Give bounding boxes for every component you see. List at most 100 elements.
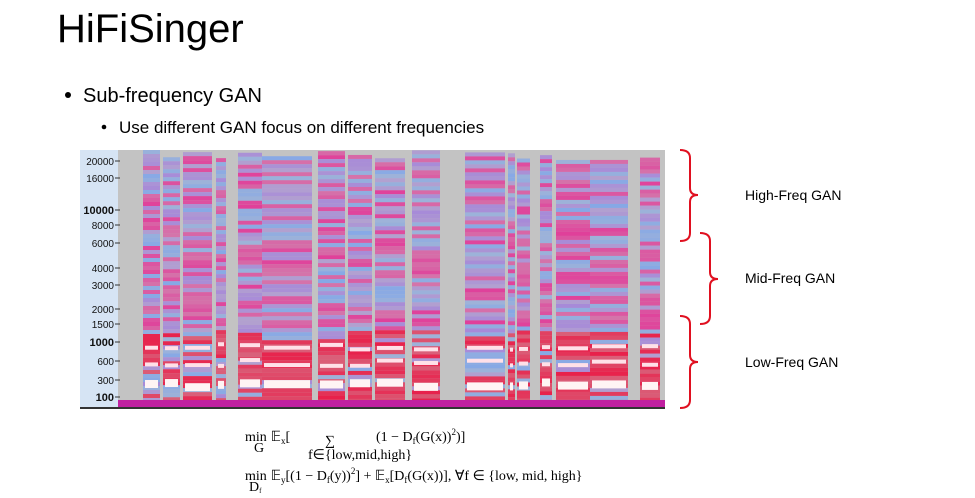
- spectrogram-cell: [556, 159, 590, 164]
- spectrogram-cell: [143, 214, 160, 219]
- spectrogram-cell: [318, 263, 345, 268]
- harmonic: [642, 362, 658, 367]
- spectrogram-cell: [163, 157, 180, 162]
- spectrogram-cell: [412, 202, 440, 207]
- spectrogram-cell: [262, 264, 312, 269]
- spectrogram-cell: [238, 372, 262, 377]
- spectrogram-cell: [262, 212, 312, 217]
- spectrogram-cell: [508, 229, 515, 234]
- spectrogram-cell: [262, 208, 312, 213]
- harmonic: [510, 363, 513, 368]
- harmonic: [592, 359, 626, 364]
- spectrogram-cell: [508, 337, 515, 342]
- spectrogram-cell: [143, 270, 160, 275]
- spectrogram-cell: [216, 186, 226, 191]
- spectrogram-cell: [348, 178, 372, 183]
- spectrogram-cell: [590, 283, 628, 288]
- spectrogram-cell: [640, 285, 660, 290]
- spectrogram-cell: [238, 300, 262, 305]
- spectrogram-cell: [318, 287, 345, 292]
- spectrogram-cell: [238, 184, 262, 189]
- spectrogram-cell: [216, 286, 226, 291]
- spectrogram-cell: [375, 190, 405, 195]
- spectrogram-cell: [465, 160, 505, 165]
- spectrogram-cell: [348, 338, 372, 343]
- spectrogram-cell: [540, 315, 552, 320]
- spectrogram-cell: [508, 205, 515, 210]
- spectrogram-cell: [318, 175, 345, 180]
- spectrogram-cell: [590, 203, 628, 208]
- spectrogram-cell: [640, 305, 660, 310]
- freq-label: 8000: [92, 221, 115, 232]
- harmonic: [467, 382, 503, 391]
- spectrogram-cell: [238, 172, 262, 177]
- spectrogram-cell: [465, 212, 505, 217]
- spectrogram-cell: [163, 177, 180, 182]
- spectrogram-cell: [540, 303, 552, 308]
- spectrogram-cell: [375, 298, 405, 303]
- spectrogram-cell: [163, 269, 180, 274]
- spectrogram-cell: [238, 268, 262, 273]
- spectrogram-cell: [238, 280, 262, 285]
- spectrogram-cell: [412, 162, 440, 167]
- spectrogram-cell: [508, 285, 515, 290]
- spectrogram-cell: [216, 162, 226, 167]
- spectrogram-cell: [517, 318, 530, 323]
- spectrogram-cell: [517, 246, 530, 251]
- spectrogram-cell: [318, 319, 345, 324]
- spectrogram-cell: [216, 394, 226, 399]
- title: HiFiSinger: [57, 7, 244, 51]
- spectrogram-cell: [183, 160, 212, 165]
- spectrogram-cell: [183, 240, 212, 245]
- spectrogram-cell: [465, 176, 505, 181]
- spectrogram-cell: [590, 267, 628, 272]
- spectrogram-cell: [412, 322, 440, 327]
- spectrogram-cell: [590, 295, 628, 300]
- spectrogram-cell: [540, 271, 552, 276]
- spectrogram-cell: [540, 175, 552, 180]
- freq-label: 4000: [92, 264, 115, 275]
- spectrogram-cell: [348, 386, 372, 391]
- spectrogram-cell: [412, 174, 440, 179]
- spectrogram-cell: [556, 359, 590, 364]
- spectrogram-cell: [517, 298, 530, 303]
- spectrogram-cell: [556, 311, 590, 316]
- spectrogram-cell: [465, 152, 505, 157]
- spectrogram-cell: [465, 372, 505, 377]
- spectrogram-cell: [348, 274, 372, 279]
- spectrogram-cell: [465, 304, 505, 309]
- spectrogram-cell: [508, 221, 515, 226]
- spectrogram-cell: [318, 367, 345, 372]
- spectrogram-cell: [517, 234, 530, 239]
- spectrogram-cell: [517, 214, 530, 219]
- spectrogram-cell: [183, 172, 212, 177]
- spectrogram-cell: [508, 269, 515, 274]
- spectrogram-cell: [517, 226, 530, 231]
- spectrogram-cell: [375, 258, 405, 263]
- spectrogram-cell: [540, 387, 552, 392]
- spectrogram-cell: [348, 186, 372, 191]
- spectrogram-cell: [375, 186, 405, 191]
- spectrogram-cell: [238, 292, 262, 297]
- spectrogram-cell: [238, 156, 262, 161]
- spectrogram-cell: [412, 290, 440, 295]
- spectrogram-cell: [216, 326, 226, 331]
- spectrogram-cell: [640, 373, 660, 378]
- spectrogram-cell: [318, 291, 345, 296]
- spectrogram-cell: [143, 330, 160, 335]
- spectrogram-cell: [163, 193, 180, 198]
- harmonic: [350, 363, 370, 368]
- spectrogram-cell: [348, 334, 372, 339]
- harmonic: [592, 380, 626, 389]
- spectrogram-cell: [163, 321, 180, 326]
- spectrogram-cell: [216, 218, 226, 223]
- spectrogram-cell: [262, 172, 312, 177]
- spectrogram-cell: [590, 387, 628, 392]
- spectrogram-cell: [412, 246, 440, 251]
- spectrogram-cell: [590, 291, 628, 296]
- spectrogram-cell: [517, 194, 530, 199]
- spectrogram-cell: [262, 156, 312, 161]
- spectrogram-cell: [183, 196, 212, 201]
- spectrogram-cell: [540, 167, 552, 172]
- spectrogram-cell: [465, 204, 505, 209]
